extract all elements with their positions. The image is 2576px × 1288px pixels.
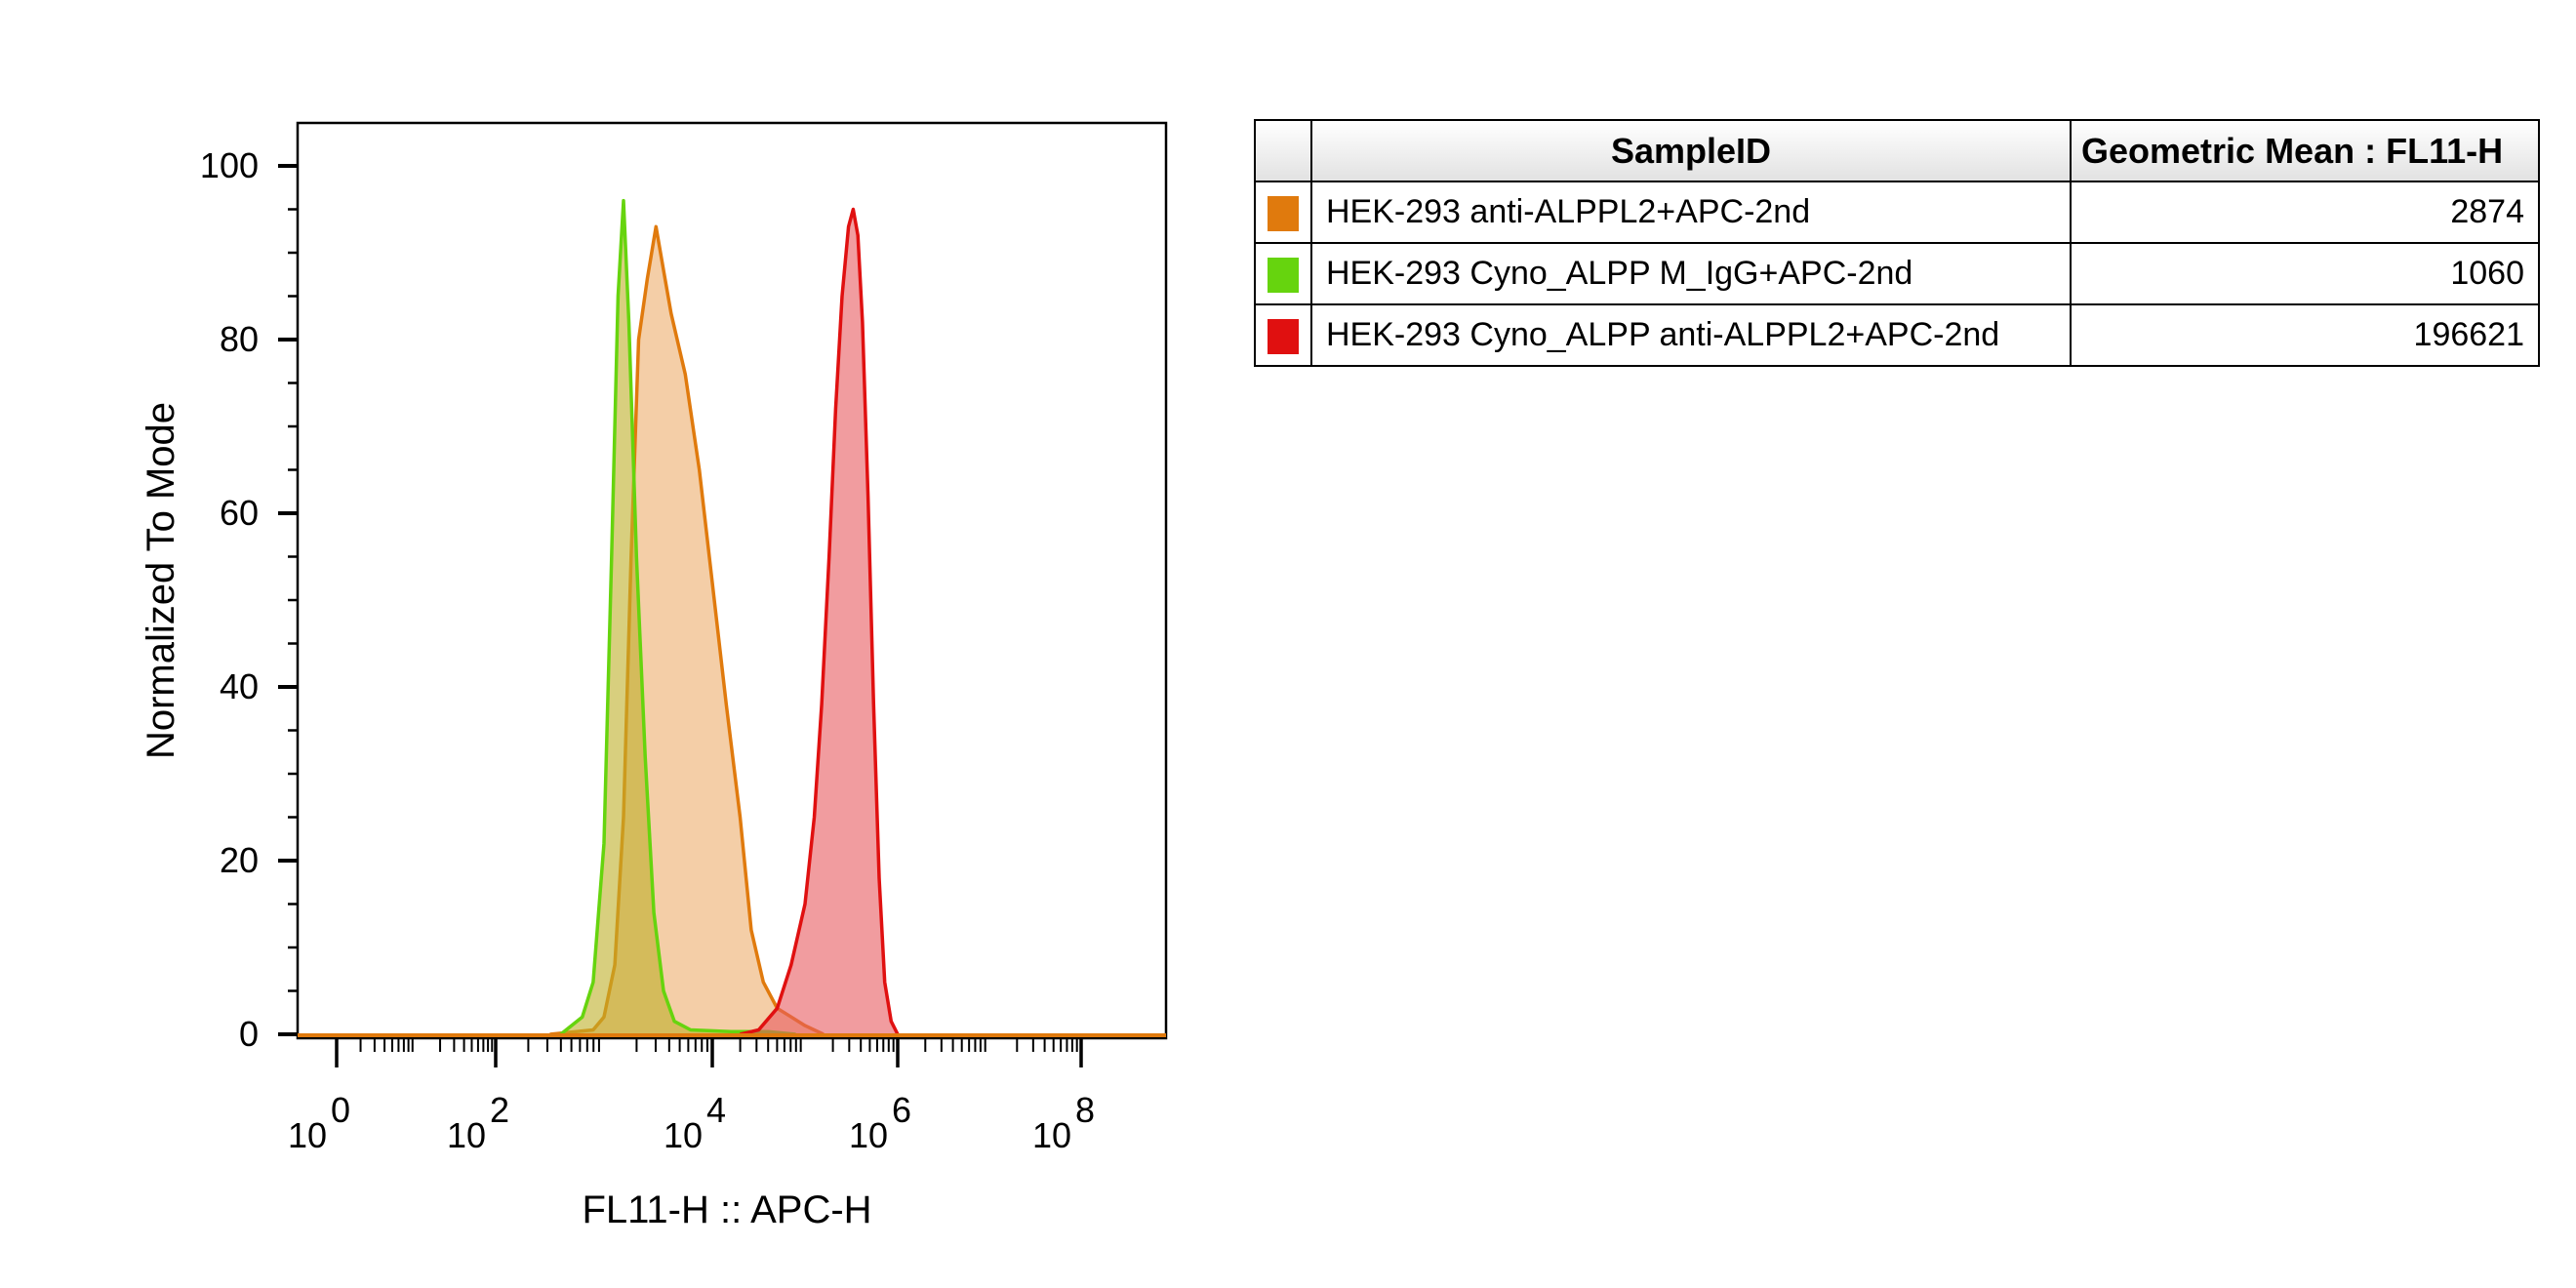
legend-header-row: SampleID Geometric Mean : FL11-H [1254,119,2540,182]
series-fill-0 [549,226,824,1035]
x-tick-label: 106 [849,1090,911,1155]
series-fill-1 [560,200,796,1035]
legend-row: HEK-293 Cyno_ALPP M_IgG+APC-2nd 1060 [1254,242,2540,305]
series-line-2 [740,207,900,1036]
y-tick-label: 80 [220,319,259,359]
y-axis: 0 20 40 60 80 100 [200,145,298,1054]
legend-swatch [1268,196,1299,231]
geometric-mean-value: 196621 [2070,303,2540,367]
y-tick-label: 60 [220,493,259,533]
x-axis: 100 102 104 106 108 [288,1038,1095,1155]
y-tick-label: 20 [220,840,259,880]
y-tick-label: 0 [239,1014,259,1054]
legend-table: SampleID Geometric Mean : FL11-H HEK-293… [1254,119,2540,367]
histogram-chart: 0 20 40 60 80 100 100 102 104 106 108 Normalized … [140,121,1168,1231]
geometric-mean-header: Geometric Mean : FL11-H [2070,119,2540,182]
x-tick-label: 108 [1032,1090,1095,1155]
y-tick-label: 40 [220,666,259,706]
legend-row: HEK-293 Cyno_ALPP anti-ALPPL2+APC-2nd 19… [1254,303,2540,367]
legend-swatch [1268,319,1299,354]
legend-swatch-header [1254,119,1312,182]
legend-row: HEK-293 anti-ALPPL2+APC-2nd 2874 [1254,181,2540,244]
y-tick-label: 100 [200,145,259,185]
plot-frame [296,121,1168,1040]
x-tick-label: 100 [288,1090,350,1155]
x-tick-label: 102 [447,1090,509,1155]
series-layer [298,198,1166,1037]
legend-swatch [1268,258,1299,293]
y-axis-title: Normalized To Mode [140,402,182,759]
sample-id: HEK-293 anti-ALPPL2+APC-2nd [1310,181,2072,244]
x-tick-label: 104 [664,1090,726,1155]
x-axis-title: FL11-H :: APC-H [582,1188,871,1231]
sample-id: HEK-293 Cyno_ALPP M_IgG+APC-2nd [1310,242,2072,305]
geometric-mean-value: 2874 [2070,181,2540,244]
series-fill-2 [740,209,898,1034]
series-line-1 [559,198,796,1036]
sample-id: HEK-293 Cyno_ALPP anti-ALPPL2+APC-2nd [1310,303,2072,367]
sample-id-header: SampleID [1310,119,2072,182]
geometric-mean-value: 1060 [2070,242,2540,305]
